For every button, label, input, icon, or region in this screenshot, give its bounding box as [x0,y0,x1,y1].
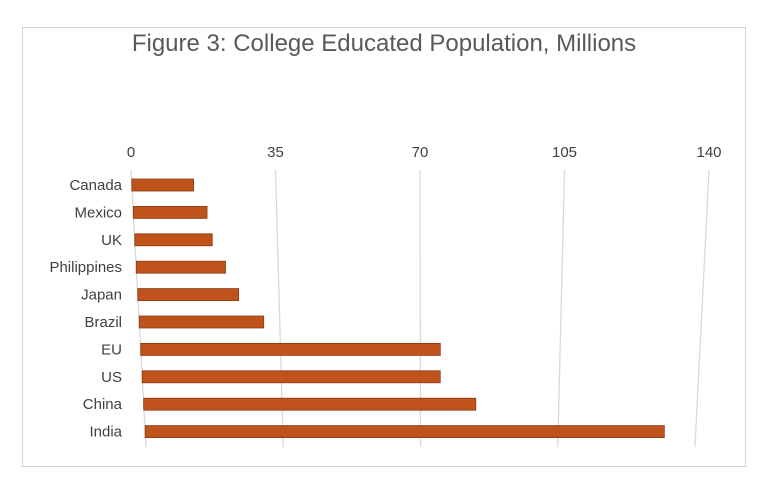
x-tick-label: 140 [696,144,721,161]
category-label: UK [101,232,122,249]
gridline [694,169,710,448]
category-label: Mexico [74,204,122,221]
x-tick-labels: 0 35 70 105 140 [127,144,722,161]
bar [143,397,477,411]
category-label: Japan [81,287,122,304]
category-labels: Canada Mexico UK Philippines Japan Brazil EU US… [49,177,122,441]
category-label: Philippines [49,259,122,276]
chart-title: Figure 3: College Educated Population, M… [131,30,637,57]
bar [138,315,265,329]
gridline [557,169,566,448]
bar [144,425,665,439]
x-tick-label: 35 [267,144,284,161]
bar [134,233,213,247]
bar [135,260,226,274]
bar [131,178,194,192]
bar [132,205,208,219]
category-label: China [83,396,123,413]
bars [131,178,665,439]
x-tick-label: 70 [412,144,429,161]
category-label: US [101,369,122,386]
bar [141,370,441,384]
category-label: Brazil [84,314,122,331]
category-label: Canada [69,177,122,194]
x-tick-label: 0 [127,144,135,161]
category-label: EU [101,341,122,358]
category-label: India [89,424,122,441]
bar [137,288,240,302]
x-tick-label: 105 [552,144,577,161]
bar [140,342,441,356]
